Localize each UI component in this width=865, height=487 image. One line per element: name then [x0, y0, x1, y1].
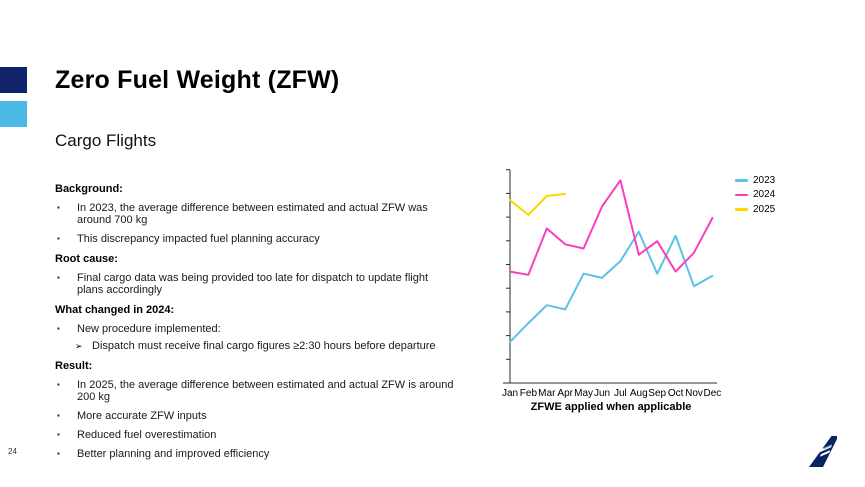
bullet-text: In 2023, the average difference between … [77, 202, 428, 226]
section-header: Result: [55, 360, 93, 372]
legend-swatch-icon [735, 193, 748, 196]
legend-swatch-icon [735, 208, 748, 211]
x-axis-label: May [574, 388, 593, 399]
bullet-item: ▪ This discrepancy impacted fuel planning… [55, 233, 457, 245]
series-line-2025 [509, 192, 567, 216]
zfw-line-chart: Jan Feb Mar Apr May Jun Jul Aug Sep Oct Nov Dec 202… [495, 163, 845, 428]
bullet-marker-icon: ▪ [57, 324, 60, 333]
chart-legend: 2023 2024 2025 [735, 173, 775, 217]
x-axis-label: Jun [594, 388, 610, 399]
x-axis-label: Feb [520, 388, 538, 399]
x-axis-label: Sep [648, 388, 666, 399]
page-subtitle: Cargo Flights [55, 131, 157, 150]
bullet-item: ▪ New procedure implemented: [55, 323, 457, 335]
bullet-item: ▪ Final cargo data was being provided too… [55, 272, 457, 296]
slide-body-text: Background: ▪ In 2023, the average differe… [55, 175, 457, 460]
x-axis-label: Dec [704, 388, 722, 399]
series-line-2024 [509, 179, 714, 276]
x-axis-label: Jul [614, 388, 627, 399]
bullet-text: Dispatch must receive final cargo figure… [92, 340, 436, 352]
icelandair-tail-logo [806, 436, 838, 473]
bullet-item: ▪ Better planning and improved efficiency [55, 448, 457, 460]
bullet-text: More accurate ZFW inputs [77, 410, 207, 422]
legend-swatch-icon [735, 179, 748, 182]
bullet-text: New procedure implemented: [77, 323, 221, 335]
legend-label: 2023 [753, 174, 776, 186]
bullet-item: ▪ In 2025, the average difference between… [55, 379, 457, 403]
x-axis-label: Nov [685, 388, 703, 399]
bullet-marker-icon: ▪ [57, 203, 60, 212]
page-number: 24 [8, 447, 17, 456]
bullet-item: ▪ Reduced fuel overestimation [55, 429, 457, 441]
bullet-marker-icon: ▪ [57, 380, 60, 389]
x-axis-label: Apr [557, 388, 573, 399]
bullet-text: Final cargo data was being provided too … [77, 272, 429, 296]
legend-item-2023: 2023 [735, 173, 775, 188]
chart-plot-area: Jan Feb Mar Apr May Jun Jul Aug Sep Oct Nov Dec [502, 169, 722, 399]
accent-square-navy [0, 67, 27, 93]
legend-label: 2025 [753, 203, 776, 215]
page-title: Zero Fuel Weight (ZFW) [55, 66, 340, 94]
icelandair-tail-logo-svg [809, 436, 837, 467]
chart-caption: ZFWE applied when applicable [530, 401, 692, 413]
bullet-text: Better planning and improved efficiency [77, 448, 270, 460]
accent-square-lightblue [0, 101, 27, 127]
x-axis-label: Oct [668, 388, 684, 399]
bullet-marker-icon: ▪ [57, 234, 60, 243]
bullet-marker-icon: ▪ [57, 449, 60, 458]
series-line-2023 [509, 230, 714, 343]
x-axis-label: Aug [630, 388, 648, 399]
legend-item-2025: 2025 [735, 202, 775, 217]
bullet-text: In 2025, the average difference between … [77, 379, 454, 403]
x-axis-label: Mar [538, 388, 556, 399]
legend-label: 2024 [753, 189, 776, 201]
bullet-marker-icon: ▪ [57, 411, 60, 420]
arrow-bullet-icon: ➢ [75, 341, 83, 351]
bullet-text: Reduced fuel overestimation [77, 429, 217, 441]
section-header: Root cause: [55, 253, 118, 265]
bullet-marker-icon: ▪ [57, 430, 60, 439]
section-header: What changed in 2024: [55, 304, 175, 316]
bullet-item: ▪ More accurate ZFW inputs [55, 410, 457, 422]
bullet-text: This discrepancy impacted fuel planning … [77, 233, 320, 245]
bullet-marker-icon: ▪ [57, 273, 60, 282]
bullet-item: ▪ In 2023, the average difference between… [55, 202, 457, 226]
x-axis-label: Jan [502, 388, 518, 399]
section-header: Background: [55, 183, 123, 195]
legend-item-2024: 2024 [735, 188, 775, 203]
sub-bullet-item: ➢ Dispatch must receive final cargo figur… [75, 340, 457, 352]
